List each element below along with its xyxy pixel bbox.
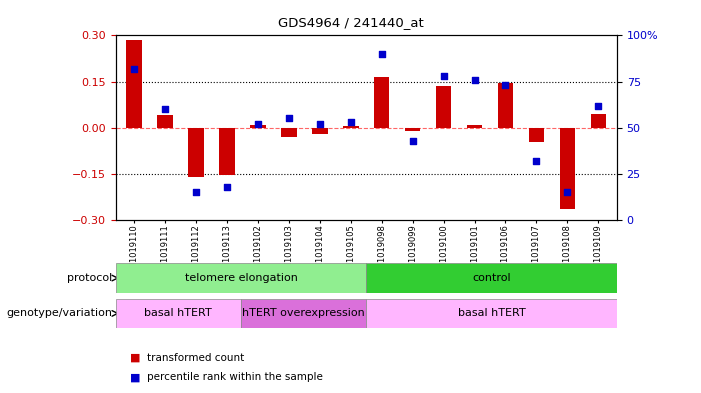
Bar [281, 128, 297, 137]
Point [531, 158, 542, 164]
Bar [189, 128, 204, 177]
Bar [436, 86, 451, 128]
Bar [374, 77, 390, 128]
Bar [126, 40, 142, 128]
Point [376, 51, 388, 57]
Bar [366, 263, 617, 293]
Point [191, 189, 202, 195]
Text: basal hTERT: basal hTERT [144, 309, 212, 318]
Bar [498, 83, 513, 128]
Text: ■: ■ [130, 353, 140, 363]
Text: ■: ■ [130, 372, 140, 382]
Bar [241, 299, 366, 328]
Bar [366, 299, 617, 328]
Point [562, 189, 573, 195]
Text: telomere elongation: telomere elongation [184, 273, 297, 283]
Bar [405, 128, 421, 131]
Point [222, 184, 233, 190]
Text: GDS4964 / 241440_at: GDS4964 / 241440_at [278, 16, 423, 29]
Point [128, 66, 139, 72]
Bar [219, 128, 235, 175]
Point [345, 119, 356, 125]
Point [500, 82, 511, 88]
Bar [559, 128, 575, 209]
Text: transformed count: transformed count [147, 353, 245, 363]
Text: hTERT overexpression: hTERT overexpression [243, 309, 365, 318]
Point [283, 116, 294, 122]
Bar [467, 125, 482, 128]
Bar [343, 126, 358, 128]
Point [314, 121, 325, 127]
Point [252, 121, 264, 127]
Bar [116, 299, 241, 328]
Point [438, 73, 449, 79]
Bar [250, 125, 266, 128]
Point [593, 103, 604, 109]
Text: basal hTERT: basal hTERT [458, 309, 526, 318]
Text: control: control [472, 273, 511, 283]
Bar [116, 263, 366, 293]
Point [407, 138, 418, 144]
Text: protocol: protocol [67, 273, 112, 283]
Bar [312, 128, 327, 134]
Bar [529, 128, 544, 141]
Text: percentile rank within the sample: percentile rank within the sample [147, 372, 323, 382]
Bar [590, 114, 606, 128]
Text: genotype/variation: genotype/variation [6, 309, 112, 318]
Point [160, 106, 171, 112]
Point [469, 77, 480, 83]
Bar [158, 116, 173, 128]
